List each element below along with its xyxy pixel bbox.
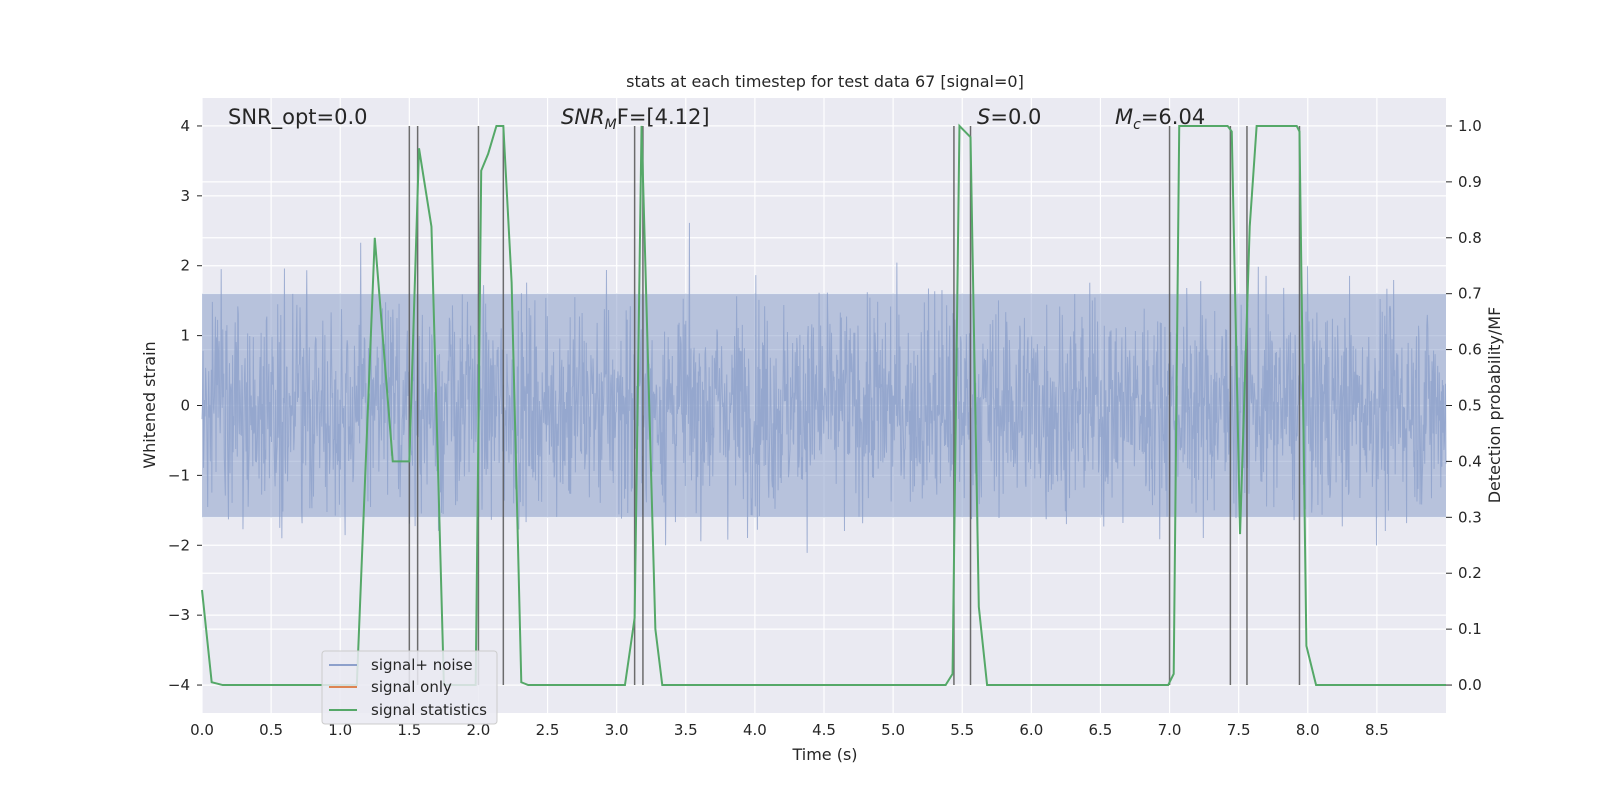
- x-axis-label: Time (s): [791, 745, 857, 764]
- y-right-tick-label: 0.7: [1458, 285, 1482, 303]
- x-tick-label: 4.5: [812, 721, 836, 739]
- x-tick-label: 6.0: [1019, 721, 1043, 739]
- y-left-ticks: 4 3 2 1 0 −1 −2 −3 −4: [168, 117, 202, 694]
- y-left-tick-label: 3: [180, 187, 190, 205]
- y-right-tick-label: 1.0: [1458, 117, 1482, 135]
- legend-box: [321, 650, 498, 725]
- x-tick-label: 5.5: [950, 721, 974, 739]
- legend-label-signal-statistics: signal statistics: [371, 701, 487, 719]
- y-left-tick-label: 1: [180, 327, 190, 345]
- x-tick-label: 4.0: [743, 721, 767, 739]
- y-axis-label-right: Detection probability/MF: [1485, 307, 1504, 504]
- x-tick-label: 7.0: [1158, 721, 1182, 739]
- x-tick-label: 6.5: [1089, 721, 1113, 739]
- series-signal-statistics: [201, 123, 1446, 687]
- y-axis-label-left: Whitened strain: [140, 341, 159, 468]
- x-tick-label: 5.0: [881, 721, 905, 739]
- chart-title: stats at each timestep for test data 67 …: [626, 72, 1024, 91]
- y-right-tick-label: 0.8: [1458, 229, 1482, 247]
- annotation-snr-mf: SNRMF=[4.12]: [561, 105, 710, 133]
- y-right-tick-label: 0.0: [1458, 676, 1482, 694]
- signal-statistics-line: [201, 123, 1446, 687]
- y-right-tick-label: 0.3: [1458, 508, 1482, 526]
- x-tick-label: 8.5: [1365, 721, 1389, 739]
- x-tick-label: 1.5: [397, 721, 421, 739]
- x-tick-label: 3.0: [605, 721, 629, 739]
- annotation-s: S=0.0: [977, 105, 1041, 129]
- legend: signal+ noise signal only signal statist…: [321, 650, 498, 725]
- y-right-tick-label: 0.1: [1458, 620, 1482, 638]
- x-tick-label: 0.0: [190, 721, 214, 739]
- y-left-tick-label: −4: [168, 676, 190, 694]
- y-right-tick-label: 0.2: [1458, 564, 1482, 582]
- y-left-tick-label: 4: [180, 117, 190, 135]
- x-tick-label: 1.0: [328, 721, 352, 739]
- y-left-tick-label: −2: [168, 536, 190, 554]
- x-tick-label: 0.5: [259, 721, 283, 739]
- y-left-tick-label: −3: [168, 606, 190, 624]
- y-right-tick-label: 0.9: [1458, 173, 1482, 191]
- y-left-tick-label: −1: [168, 466, 190, 484]
- y-right-ticks: 1.0 0.9 0.8 0.7 0.6 0.5 0.4 0.3 0.2 0.1 0.0: [1446, 117, 1482, 694]
- annotation-mc: Mc=6.04: [1115, 105, 1205, 133]
- x-tick-label: 2.0: [467, 721, 491, 739]
- y-left-tick-label: 2: [180, 257, 190, 275]
- y-right-tick-label: 0.5: [1458, 397, 1482, 415]
- y-right-tick-label: 0.6: [1458, 341, 1482, 359]
- x-tick-label: 2.5: [536, 721, 560, 739]
- x-tick-label: 7.5: [1227, 721, 1251, 739]
- y-left-tick-label: 0: [180, 397, 190, 415]
- x-ticks: 0.0 0.5 1.0 1.5 2.0 2.5 3.0 3.5 4.0 4.5 5.0 5.5 6.0 6…: [190, 721, 1389, 739]
- legend-label-signal-only: signal only: [371, 678, 452, 696]
- legend-label-signal-noise: signal+ noise: [371, 656, 473, 674]
- annotation-snr-opt: SNR_opt=0.0: [228, 105, 368, 130]
- y-right-tick-label: 0.4: [1458, 452, 1482, 470]
- x-tick-label: 8.0: [1296, 721, 1320, 739]
- x-tick-label: 3.5: [674, 721, 698, 739]
